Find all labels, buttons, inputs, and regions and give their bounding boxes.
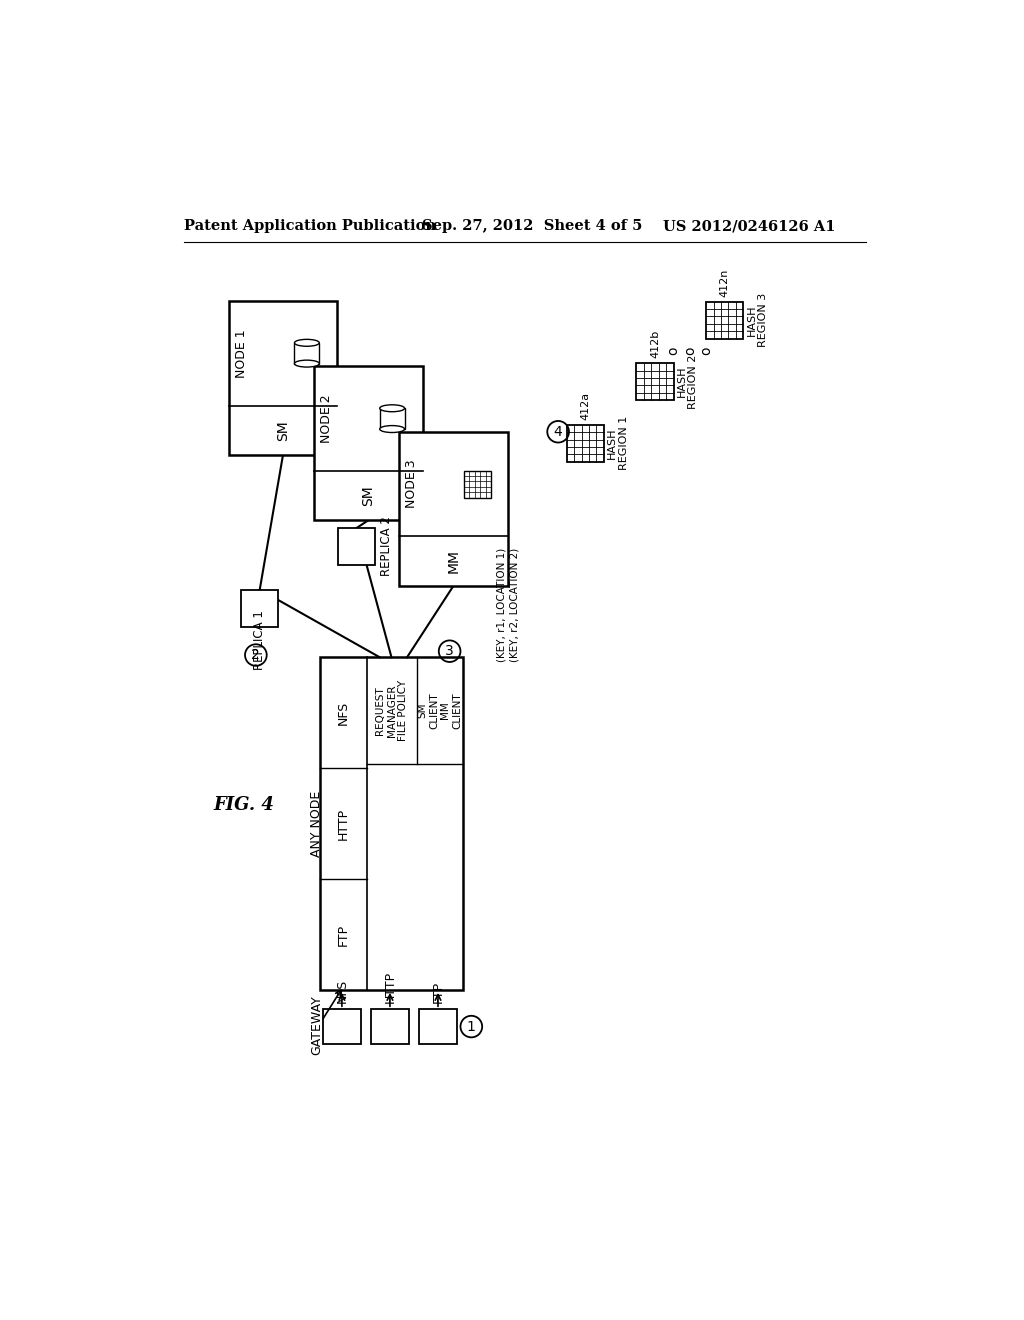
Text: NODE 2: NODE 2 [321, 395, 333, 444]
Bar [399, 432, 508, 586]
Text: HASH
REGION 3: HASH REGION 3 [746, 293, 768, 347]
Text: HTTP: HTTP [383, 972, 396, 1003]
Bar [314, 367, 423, 520]
Text: FTP: FTP [431, 981, 444, 1003]
Text: FTP: FTP [337, 924, 350, 945]
Text: SM: SM [361, 486, 375, 506]
Text: HASH
REGION 2: HASH REGION 2 [677, 355, 698, 409]
Text: REPLICA 2: REPLICA 2 [380, 516, 393, 577]
Text: 412b: 412b [650, 330, 660, 358]
Text: SM
CLIENT: SM CLIENT [418, 692, 439, 729]
Ellipse shape [380, 405, 404, 412]
Text: SM: SM [276, 420, 290, 441]
Text: GATEWAY: GATEWAY [310, 995, 323, 1055]
Bar [295, 343, 319, 363]
Text: NODE 3: NODE 3 [406, 459, 419, 508]
Bar [566, 425, 604, 462]
Text: (KEY, r1, LOCATION 1): (KEY, r1, LOCATION 1) [496, 548, 506, 663]
Bar [419, 1010, 458, 1044]
Text: NFS: NFS [336, 979, 348, 1003]
Text: NFS: NFS [337, 701, 350, 725]
Bar [464, 471, 490, 498]
Text: NODE 1: NODE 1 [234, 329, 248, 378]
Text: 412a: 412a [581, 392, 590, 420]
Text: FIG. 4: FIG. 4 [213, 796, 274, 814]
Bar [338, 528, 375, 565]
Bar [321, 657, 463, 990]
Text: 2: 2 [252, 648, 260, 663]
Bar [228, 301, 337, 455]
Bar [380, 408, 404, 429]
Bar [323, 1010, 361, 1044]
Text: MM: MM [446, 549, 461, 573]
Text: US 2012/0246126 A1: US 2012/0246126 A1 [663, 219, 836, 234]
Bar [371, 1010, 410, 1044]
Text: HTTP: HTTP [337, 808, 350, 840]
Text: MM
CLIENT: MM CLIENT [440, 692, 462, 729]
Text: (KEY, r2, LOCATION 2): (KEY, r2, LOCATION 2) [509, 548, 519, 663]
Ellipse shape [295, 360, 319, 367]
Ellipse shape [295, 339, 319, 346]
Text: 4: 4 [554, 425, 562, 438]
Text: 3: 3 [445, 644, 454, 659]
Text: REPLICA 1: REPLICA 1 [253, 610, 266, 671]
Bar [636, 363, 674, 400]
Bar [707, 302, 743, 339]
Text: o
o
o: o o o [667, 347, 713, 355]
Text: Patent Application Publication: Patent Application Publication [183, 219, 436, 234]
Text: REQUEST
MANAGER
FILE POLICY: REQUEST MANAGER FILE POLICY [375, 680, 409, 741]
Text: ANY NODE: ANY NODE [310, 791, 323, 857]
Ellipse shape [380, 425, 404, 433]
Bar [241, 590, 279, 627]
Text: 1: 1 [467, 1019, 476, 1034]
Text: HASH
REGION 1: HASH REGION 1 [607, 416, 629, 470]
Text: 412n: 412n [720, 268, 730, 297]
Text: Sep. 27, 2012  Sheet 4 of 5: Sep. 27, 2012 Sheet 4 of 5 [423, 219, 643, 234]
